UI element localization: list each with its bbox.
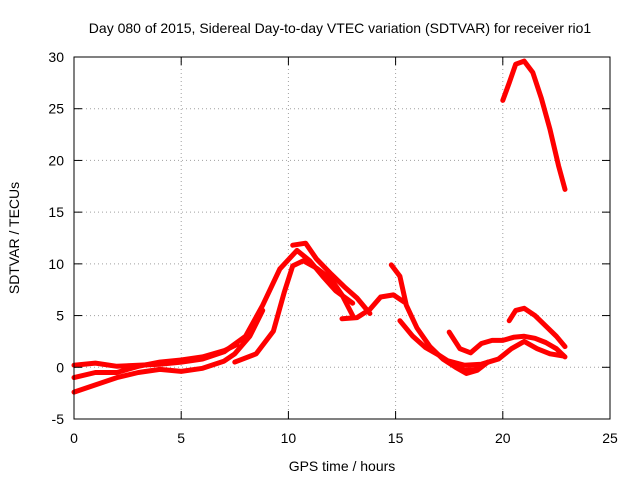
axis-ticks — [73, 56, 611, 420]
x-axis-tick-labels: 0 5 10 15 20 25 — [70, 430, 618, 446]
y-tick-label: 5 — [56, 308, 64, 324]
x-tick-label: 10 — [281, 430, 297, 446]
grid-lines — [74, 57, 610, 419]
y-tick-label: 0 — [56, 359, 64, 375]
series-satellite-track-5 — [290, 240, 373, 316]
y-tick-label: 30 — [48, 49, 64, 65]
x-tick-label: 15 — [388, 430, 404, 446]
series-satellite-track-10 — [446, 338, 566, 368]
series-satellite-track-9 — [446, 329, 568, 360]
y-tick-label: 15 — [48, 204, 64, 220]
plot-frame — [73, 56, 611, 420]
y-tick-label: 25 — [48, 101, 64, 117]
x-tick-label: 5 — [177, 430, 185, 446]
x-tick-label: 20 — [495, 430, 511, 446]
series-satellite-track-6 — [339, 292, 407, 322]
x-axis-title: GPS time / hours — [289, 458, 396, 474]
series-satellite-track-8 — [397, 318, 480, 373]
series-satellite-track-3 — [71, 342, 240, 381]
chart-title: Day 080 of 2015, Sidereal Day-to-day VTE… — [89, 20, 592, 36]
y-tick-label: 10 — [48, 256, 64, 272]
x-tick-label: 25 — [602, 430, 618, 446]
data-series-group — [71, 58, 568, 395]
y-axis-title: SDTVAR / TECUs — [6, 182, 22, 294]
x-tick-label: 0 — [70, 430, 78, 446]
y-tick-label: 20 — [48, 152, 64, 168]
series-satellite-track-12 — [500, 58, 568, 192]
y-tick-label: -5 — [52, 411, 65, 427]
series-satellite-track-2 — [71, 307, 266, 395]
y-axis-tick-labels: -5 0 5 10 15 20 25 30 — [48, 49, 64, 427]
series-satellite-track-4 — [232, 258, 356, 365]
series-satellite-track-11 — [506, 305, 568, 350]
